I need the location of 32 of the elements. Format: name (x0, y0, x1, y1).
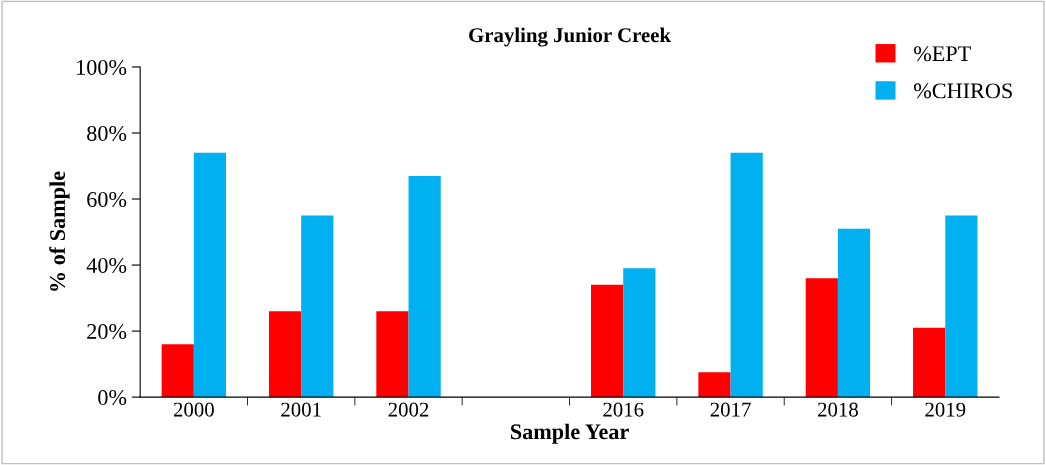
legend-label: %EPT (914, 46, 971, 62)
y-tick-label: 60% (87, 191, 127, 208)
x-tick-label: 2000 (173, 402, 214, 417)
bar (591, 284, 624, 398)
y-tick-label: 20% (87, 324, 127, 340)
y-tick-label: 80% (87, 125, 127, 141)
x-tick-label: 2019 (925, 402, 966, 417)
y-tick-label: 100% (77, 59, 127, 75)
x-tick-label: 2018 (817, 402, 858, 417)
bar (913, 327, 946, 398)
bar (623, 268, 656, 398)
bar (408, 175, 441, 398)
bar (730, 152, 763, 398)
x-tick-label: 2017 (710, 402, 751, 417)
bar (945, 215, 978, 398)
bar (837, 228, 871, 398)
chart-title: Grayling Junior Creek (469, 27, 671, 47)
bar (805, 278, 838, 398)
y-tick-label: 40% (86, 257, 127, 274)
bar (193, 152, 227, 398)
y-tick-label: 0% (98, 390, 127, 406)
legend-label: %CHIROS (914, 83, 1012, 99)
x-tick-label: 2016 (603, 402, 644, 417)
bar (698, 372, 731, 398)
x-tick-label: 2001 (281, 402, 321, 417)
x-tick-label: 2002 (388, 402, 429, 417)
bar (161, 344, 194, 398)
y-axis-title: % of Sample (49, 171, 70, 291)
bar (301, 215, 334, 398)
bar (376, 311, 409, 398)
x-axis-title: Sample Year (510, 423, 629, 444)
bar (268, 311, 302, 398)
